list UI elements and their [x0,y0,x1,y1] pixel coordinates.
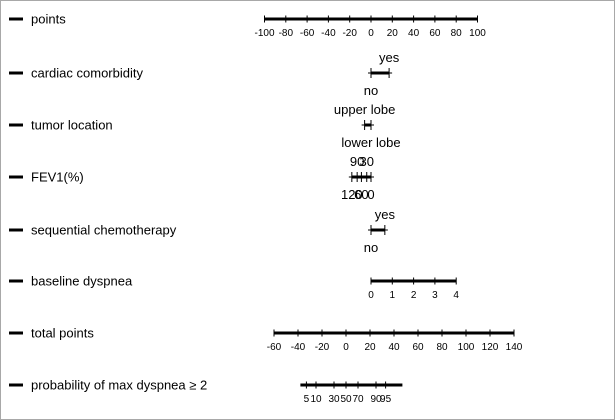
category-label: yes [379,50,400,65]
probability-label: 30 [328,394,340,405]
row-label-probability: probability of max dyspnea ≥ 2 [31,378,207,393]
tick-label: -60 [300,28,315,39]
category-label: 0 [367,187,374,202]
tick-label: -20 [342,28,357,39]
tick-label: -20 [315,342,330,353]
tick-label: -60 [267,342,282,353]
probability-label: 95 [380,394,392,405]
probability-label: 70 [352,394,364,405]
row-fev1: FEV1(%) 120 90 60 30 0 [9,154,375,202]
row-tumor-location: tumor location upper lobe lower lobe [9,102,401,150]
row-probability: probability of max dyspnea ≥ 2 5 10 30 50 70 9… [9,378,403,405]
tick-label: 0 [368,28,374,39]
row-label-cardiac-comorbidity: cardiac comorbidity [31,66,143,81]
row-label-fev1: FEV1(%) [31,170,84,185]
tick-label: 60 [412,342,424,353]
tick-label: 100 [458,342,475,353]
tick-label: 100 [469,28,486,39]
tick-label: 40 [388,342,400,353]
tick-label: 0 [368,290,374,301]
tick-label: 1 [390,290,396,301]
row-total-points: total points -60 -40 -20 0 20 40 60 80 100 120 140 [9,326,523,353]
category-label: yes [375,207,396,222]
row-label-points: points [31,12,66,27]
row-label-tumor-location: tumor location [31,118,113,133]
tick-label: 80 [436,342,448,353]
tick-label: -40 [291,342,306,353]
probability-label: 5 [304,394,310,405]
probability-label: 10 [310,394,322,405]
category-label: lower lobe [341,135,400,150]
tick-label: -100 [254,28,274,39]
row-baseline-dyspnea: baseline dyspnea 0 1 2 3 4 [9,274,459,301]
category-label: 30 [360,154,374,169]
tick-label: 40 [408,28,420,39]
tick-label: 80 [451,28,463,39]
tick-label: 120 [482,342,499,353]
category-label: 60 [354,187,368,202]
row-label-sequential-chemotherapy: sequential chemotherapy [31,223,177,238]
tick-label: 2 [411,290,417,301]
tick-label: 20 [387,28,399,39]
tick-label: 4 [453,290,459,301]
category-label: 120 [341,187,363,202]
row-sequential-chemotherapy: sequential chemotherapy no yes [9,207,395,255]
tick-label: 140 [506,342,523,353]
tick-label: 60 [429,28,441,39]
tick-label: 0 [343,342,349,353]
tick-label: 3 [432,290,438,301]
probability-label: 90 [370,394,382,405]
category-label: no [364,83,378,98]
row-label-total-points: total points [31,326,94,341]
probability-label: 50 [340,394,352,405]
row-cardiac-comorbidity: cardiac comorbidity no yes [9,50,400,98]
tick-label: -40 [321,28,336,39]
tick-label: 20 [364,342,376,353]
row-label-baseline-dyspnea: baseline dyspnea [31,274,133,289]
row-points: points -100 -80 -60 -40 -20 0 20 40 60 80 100 [9,12,486,39]
category-label: 90 [350,154,364,169]
category-label: no [364,240,378,255]
category-label: upper lobe [334,102,395,117]
tick-label: -80 [279,28,294,39]
